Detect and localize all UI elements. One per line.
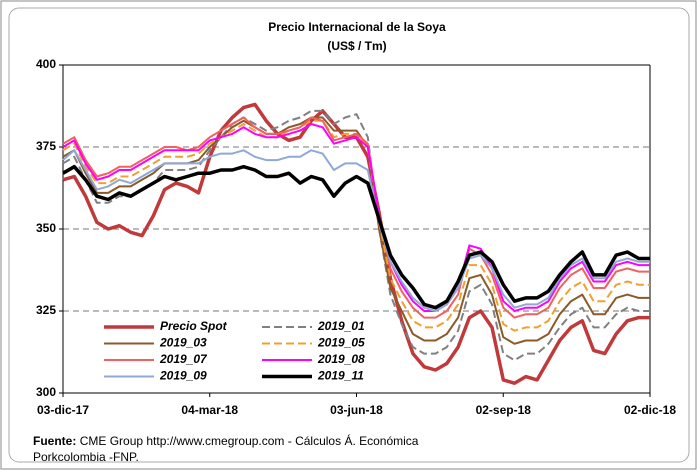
y-tick-label: 325 xyxy=(36,303,56,317)
x-tick-label: 03-dic-17 xyxy=(37,403,89,417)
chart-title: Precio Internacional de la Soya xyxy=(268,20,446,34)
x-tick-label: 04-mar-18 xyxy=(181,403,238,417)
chart-subtitle: (US$ / Tm) xyxy=(327,39,386,53)
legend-label: 2019_01 xyxy=(317,319,365,333)
x-tick-label: 02-dic-18 xyxy=(624,403,676,417)
source: Fuente: CME Group http://www.cmegroup.co… xyxy=(33,433,419,448)
source-text: Porkcolombia -FNP. xyxy=(33,450,139,464)
series-line xyxy=(62,149,650,312)
y-tick-label: 350 xyxy=(36,221,56,235)
legend-label: 2019_07 xyxy=(159,352,208,366)
legend-label: 2019_09 xyxy=(159,369,207,383)
legend-label: Precio Spot xyxy=(160,319,228,333)
legend-label: 2019_11 xyxy=(317,369,364,383)
y-tick-label: 300 xyxy=(36,385,56,399)
series-line xyxy=(62,116,650,319)
y-tick-label: 375 xyxy=(36,139,56,153)
y-tick-label: 400 xyxy=(36,57,56,71)
series-line xyxy=(62,109,650,362)
legend-label: 2019_03 xyxy=(159,336,207,350)
series-line xyxy=(62,123,650,312)
legend-label: 2019_08 xyxy=(317,352,365,366)
source-label: Fuente: xyxy=(33,434,76,448)
source-text: CME Group http://www.cmegroup.com - Cálc… xyxy=(80,433,419,448)
legend-label: 2019_05 xyxy=(317,336,365,350)
series-line xyxy=(62,164,650,310)
x-tick-label: 02-sep-18 xyxy=(476,403,532,417)
x-tick-label: 03-jun-18 xyxy=(330,403,383,417)
